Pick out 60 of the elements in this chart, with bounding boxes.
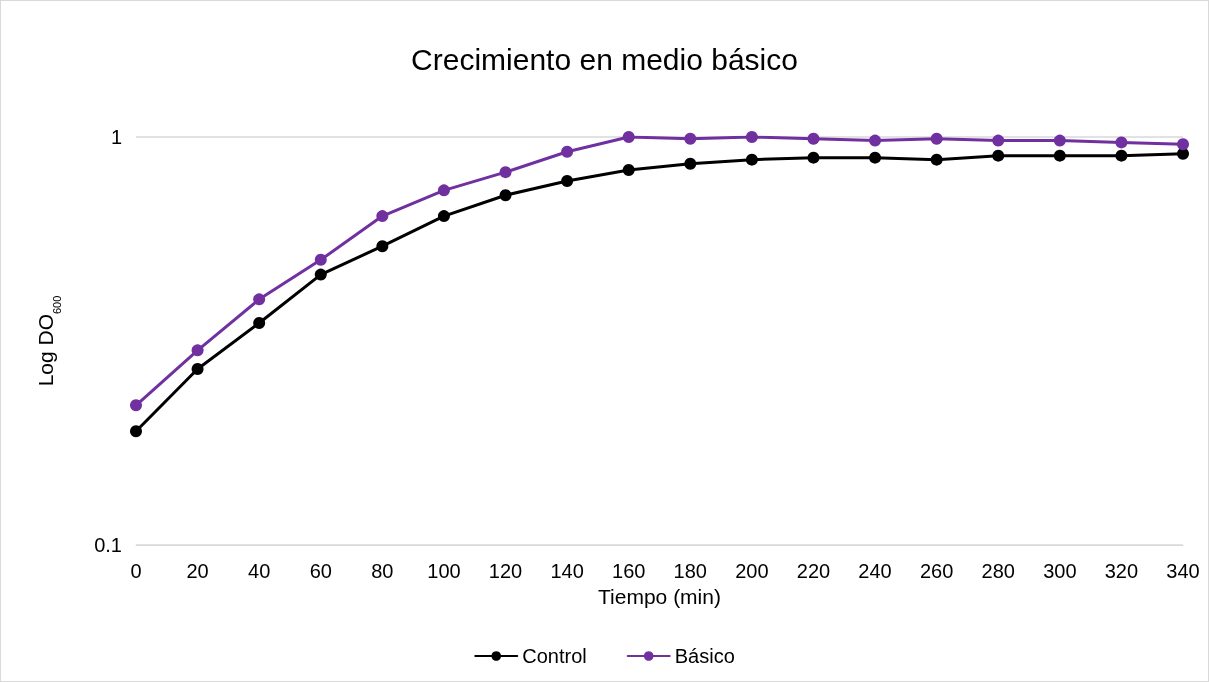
point (130, 425, 142, 438)
point (807, 151, 820, 164)
x-tick-label: 280 (981, 560, 1015, 582)
point (1115, 136, 1128, 149)
x-tick-label: 180 (673, 560, 707, 582)
point (622, 164, 635, 177)
x-tick-label: 0 (130, 560, 142, 582)
point (314, 253, 327, 266)
x-tick-label: 80 (371, 560, 394, 582)
chart-title: Crecimiento en medio básico (411, 42, 798, 76)
point (1115, 149, 1128, 162)
x-tick-label: 100 (427, 560, 461, 582)
point (930, 153, 943, 166)
legend-label: Básico (674, 645, 735, 667)
y-axis-title: Log DO600 (34, 295, 63, 387)
x-tick-label: 60 (309, 560, 332, 582)
x-tick-label: 160 (612, 560, 646, 582)
point (1053, 134, 1066, 147)
y-tick-label: 1 (110, 126, 122, 148)
point (622, 131, 635, 143)
point (561, 175, 574, 188)
point (561, 145, 574, 158)
point (253, 317, 266, 330)
point (376, 210, 389, 223)
point (684, 157, 697, 170)
point (437, 184, 450, 197)
point (499, 189, 512, 202)
point (992, 134, 1005, 147)
point (191, 344, 204, 357)
x-tick-label: 260 (919, 560, 954, 582)
y-tick-label: 0.1 (94, 534, 122, 556)
point (869, 151, 882, 164)
x-tick-label: 20 (186, 560, 209, 582)
point (745, 153, 758, 166)
point (684, 132, 697, 145)
point (992, 149, 1005, 162)
point (253, 293, 266, 306)
x-tick-label: 140 (550, 560, 584, 582)
x-tick-label: 240 (858, 560, 892, 582)
point (745, 131, 758, 143)
x-axis-title: Tiempo (min) (598, 584, 721, 608)
legend-label: Control (522, 645, 587, 667)
point (437, 210, 450, 223)
point (130, 399, 142, 412)
point (376, 240, 389, 253)
point (869, 134, 882, 147)
point (314, 268, 327, 281)
point (930, 132, 943, 145)
x-tick-label: 340 (1166, 560, 1200, 582)
x-tick-label: 320 (1104, 560, 1139, 582)
x-tick-label: 220 (796, 560, 831, 582)
point (499, 166, 512, 179)
x-tick-label: 120 (488, 560, 523, 582)
x-tick-label: 40 (248, 560, 271, 582)
x-tick-label: 200 (735, 560, 769, 582)
point (1053, 149, 1066, 162)
point (1177, 138, 1189, 151)
x-tick-label: 300 (1043, 560, 1077, 582)
point (191, 363, 204, 375)
point (807, 132, 820, 145)
